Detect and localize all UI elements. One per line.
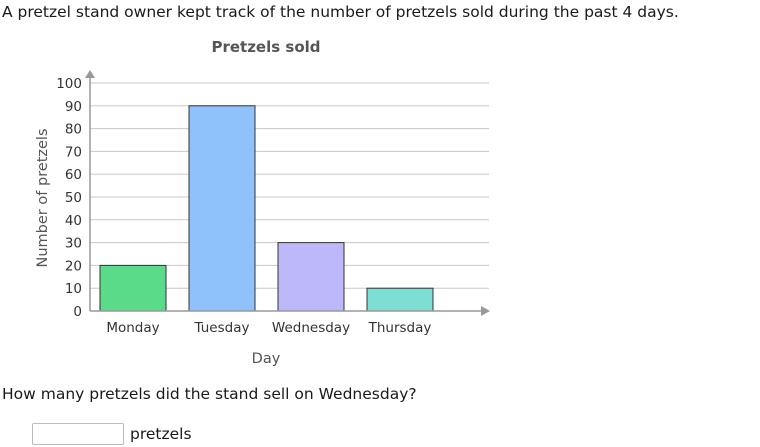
y-axis-title: Number of pretzels: [35, 128, 51, 267]
y-tick-label: 0: [73, 304, 82, 320]
sub-question-text: How many pretzels did the stand sell on …: [2, 385, 417, 403]
bar-tuesday: [188, 105, 256, 312]
x-axis-title: Day: [252, 351, 281, 367]
question-text: A pretzel stand owner kept track of the …: [2, 3, 679, 21]
y-tick-label: 100: [56, 76, 82, 92]
y-tick-label: 40: [65, 213, 82, 229]
bar-monday: [99, 264, 167, 312]
bar-wednesday: [277, 242, 345, 312]
y-tick-label: 90: [65, 99, 82, 115]
y-tick-label: 60: [65, 167, 82, 183]
answer-unit-label: pretzels: [130, 425, 192, 443]
y-axis-arrow-icon: [85, 70, 95, 78]
x-tick-label: Monday: [106, 320, 159, 336]
x-tick-label: Wednesday: [272, 320, 350, 336]
answer-input[interactable]: [32, 423, 124, 445]
y-tick-label: 80: [65, 122, 82, 138]
bar-chart: Pretzels sold Day Number of pretzels 0 10…: [0, 30, 520, 375]
y-tick-label: 10: [65, 281, 82, 297]
y-tick-label: 50: [65, 190, 82, 206]
answer-row: pretzels: [32, 422, 192, 446]
y-tick-label: 20: [65, 258, 82, 274]
x-axis-arrow-icon: [481, 306, 490, 316]
chart-svg: Pretzels sold Day Number of pretzels 0 10…: [35, 38, 490, 367]
y-tick-label: 70: [65, 144, 82, 160]
bar-thursday: [366, 287, 434, 312]
y-tick-label: 30: [65, 236, 82, 252]
x-tick-label: Thursday: [368, 320, 432, 336]
chart-title: Pretzels sold: [211, 38, 320, 56]
x-tick-label: Tuesday: [194, 320, 250, 336]
